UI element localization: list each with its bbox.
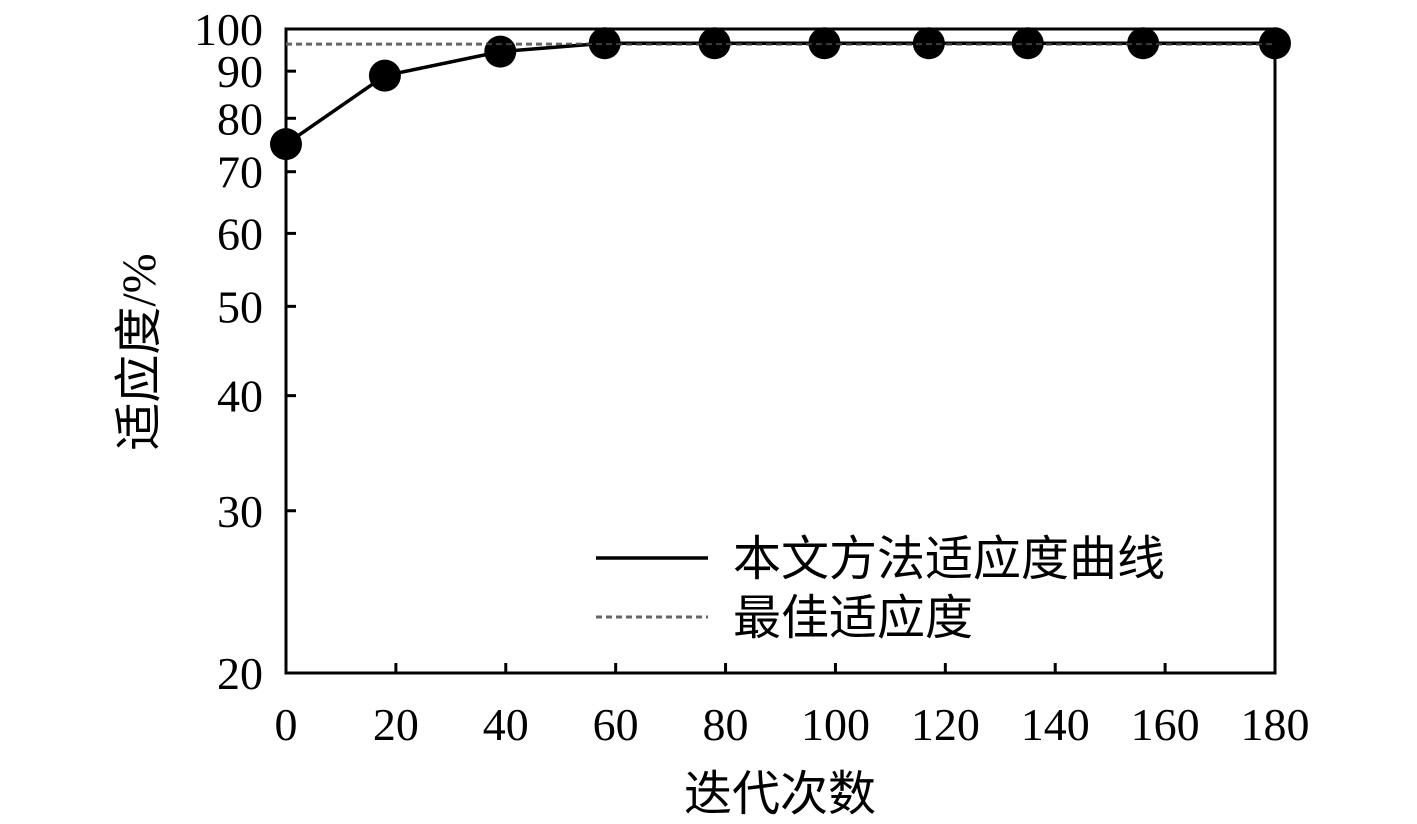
y-tick-label: 30 bbox=[217, 486, 263, 537]
y-tick-label: 70 bbox=[217, 147, 263, 198]
legend-label: 本文方法适应度曲线 bbox=[733, 533, 1165, 586]
data-point-marker bbox=[1127, 27, 1160, 60]
x-tick-label: 0 bbox=[275, 699, 298, 750]
y-axis-title: 适应度/% bbox=[113, 253, 166, 450]
data-point-marker bbox=[698, 27, 731, 60]
plot-area-frame bbox=[284, 27, 1277, 675]
data-point-marker bbox=[484, 35, 517, 68]
fitness-curve-line bbox=[285, 41, 1275, 146]
x-tick-label: 60 bbox=[593, 699, 639, 750]
data-point-marker bbox=[270, 128, 302, 161]
x-tick-label: 140 bbox=[1021, 699, 1090, 750]
data-point-marker bbox=[808, 27, 841, 60]
y-tick-label: 50 bbox=[217, 281, 263, 332]
y-tick-label: 20 bbox=[217, 648, 263, 699]
x-tick-label: 100 bbox=[801, 699, 870, 750]
data-point-marker bbox=[1259, 27, 1291, 60]
x-tick-label: 120 bbox=[911, 699, 980, 750]
data-point-marker bbox=[588, 27, 621, 60]
y-tick-label: 40 bbox=[217, 371, 263, 422]
legend-label: 最佳适应度 bbox=[733, 592, 973, 645]
y-tick-label: 80 bbox=[217, 93, 263, 144]
x-tick-label: 180 bbox=[1241, 699, 1310, 750]
x-tick-label: 160 bbox=[1131, 699, 1200, 750]
x-tick-label: 20 bbox=[373, 699, 419, 750]
data-point-marker bbox=[368, 59, 401, 92]
y-tick-label: 90 bbox=[217, 46, 263, 97]
x-tick-label: 40 bbox=[483, 699, 529, 750]
x-tick-label: 80 bbox=[703, 699, 749, 750]
y-tick-label: 60 bbox=[217, 208, 263, 259]
y-tick-label: 100 bbox=[194, 4, 263, 55]
x-axis-title: 迭代次数 bbox=[684, 768, 876, 821]
